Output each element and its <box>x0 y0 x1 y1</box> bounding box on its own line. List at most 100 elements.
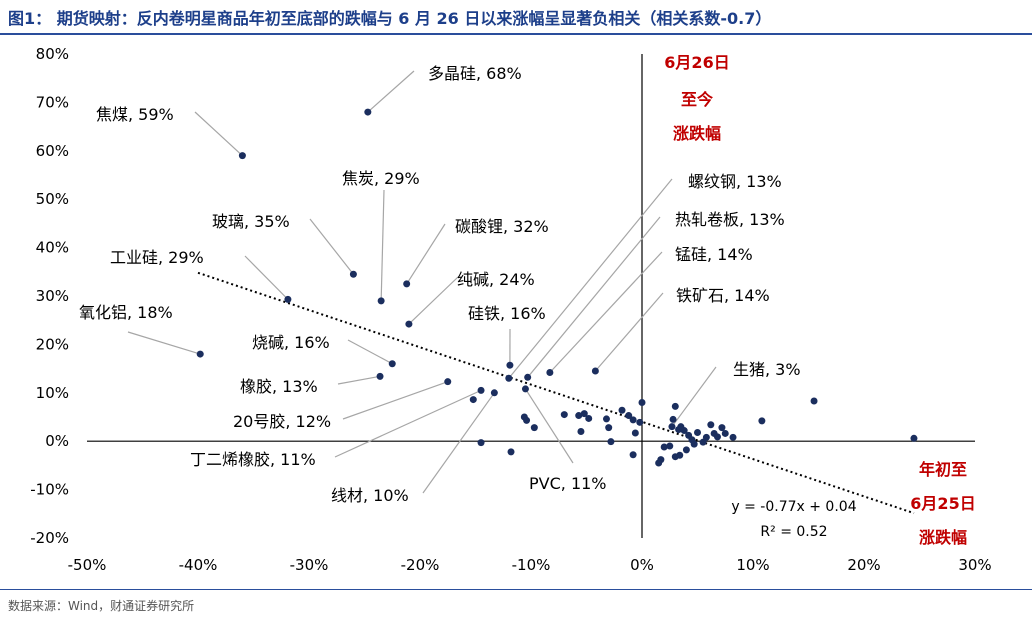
leader-line <box>380 189 385 301</box>
data-label: 纯碱, 24% <box>457 270 535 289</box>
data-point-labeled <box>284 295 292 303</box>
data-labels: 多晶硅, 68% 焦煤, 59% 焦炭, 29% 玻璃, 35% 碳酸锂, 32% 工业硅… <box>79 64 801 505</box>
leader-line <box>508 178 673 379</box>
data-point <box>607 438 615 446</box>
data-point-labeled <box>403 280 411 288</box>
y-tick-labels: -20% -10% 0% 10% 20% 30% 40% 50% 60% 70% 80% <box>30 45 69 547</box>
data-point-labeled <box>376 372 384 380</box>
data-point <box>669 415 677 423</box>
data-point <box>618 406 626 414</box>
data-label: 焦煤, 59% <box>96 105 174 124</box>
data-point <box>729 433 737 441</box>
data-point <box>657 456 665 464</box>
data-point-labeled <box>490 389 498 397</box>
data-point <box>707 421 715 429</box>
data-point <box>690 440 698 448</box>
data-point-labeled <box>521 385 529 393</box>
data-point <box>530 424 538 432</box>
data-point <box>629 416 637 424</box>
data-point <box>636 418 644 426</box>
y-tick-label: 20% <box>36 335 69 353</box>
footer-divider <box>0 589 1032 590</box>
y-tick-label: 50% <box>36 190 69 208</box>
leader-line <box>527 216 661 378</box>
x-tick-label: -10% <box>512 556 551 574</box>
leader-line <box>524 388 574 464</box>
data-label: 生猪, 3% <box>733 360 801 379</box>
x-tick-labels: -50% -40% -30% -20% -10% 0% 10% 20% 30% <box>68 556 992 574</box>
data-label: 线材, 10% <box>331 486 409 505</box>
axes <box>87 54 975 538</box>
data-label: 工业硅, 29% <box>110 248 204 267</box>
data-point <box>477 439 485 447</box>
leader-line <box>347 339 393 365</box>
y-tick-label: -10% <box>30 481 69 499</box>
title-divider <box>0 33 1032 35</box>
data-point <box>631 429 639 437</box>
data-point-labeled <box>238 152 246 160</box>
data-label: 碳酸锂, 32% <box>455 217 549 236</box>
data-point-labeled <box>591 367 599 375</box>
data-label: 焦炭, 29% <box>342 169 420 188</box>
data-point <box>575 412 583 420</box>
data-label: 橡胶, 13% <box>240 377 318 396</box>
leader-line <box>244 255 289 300</box>
data-label: 20号胶, 12% <box>233 412 331 431</box>
y-tick-label: 80% <box>36 45 69 63</box>
data-point-labeled <box>524 373 532 381</box>
x-axis-title-line: 年初至 <box>919 460 967 479</box>
x-axis-title-line: 涨跌幅 <box>919 528 967 547</box>
data-point <box>694 428 701 436</box>
data-point <box>758 417 766 425</box>
leader-line <box>309 218 354 275</box>
data-point <box>629 451 637 459</box>
data-point <box>560 411 568 419</box>
data-label: PVC, 11% <box>529 474 607 493</box>
data-point-labeled <box>477 386 485 394</box>
x-tick-label: 10% <box>736 556 769 574</box>
trendline <box>197 271 915 515</box>
y-axis-title-line: 至今 <box>681 90 713 109</box>
y-tick-label: 40% <box>36 239 69 257</box>
x-tick-label: 30% <box>958 556 991 574</box>
data-point-labeled <box>506 361 514 369</box>
y-tick-label: -20% <box>30 529 69 547</box>
data-points <box>196 108 918 467</box>
data-point-labeled <box>196 350 204 358</box>
data-label: 硅铁, 16% <box>468 304 546 323</box>
leader-line <box>127 331 201 355</box>
data-point <box>718 424 726 432</box>
y-tick-label: 0% <box>45 432 69 450</box>
x-axis-title-line: 6月25日 <box>910 494 975 513</box>
title-bar: 图1： 期货映射：反内卷明星商品年初至底部的跌幅与 6 月 26 日以来涨幅呈显… <box>0 0 1032 35</box>
leader-line <box>422 392 495 494</box>
leader-line <box>408 276 459 325</box>
data-point <box>680 427 688 435</box>
source-note: 数据来源：Wind，财通证券研究所 <box>8 599 195 613</box>
data-label: 铁矿石, 14% <box>676 286 770 305</box>
data-point <box>605 424 613 432</box>
leader-line <box>549 251 663 373</box>
data-point <box>910 434 918 442</box>
data-point <box>660 443 668 451</box>
x-tick-label: 0% <box>630 556 654 574</box>
data-label: 丁二烯橡胶, 11% <box>190 450 316 469</box>
data-point <box>676 451 684 459</box>
data-label: 热轧卷板, 13% <box>675 210 785 229</box>
y-axis-title-line: 涨跌幅 <box>673 124 721 143</box>
data-point-labeled <box>505 374 513 382</box>
data-point-labeled <box>349 270 357 278</box>
leader-lines <box>127 70 717 494</box>
data-point-labeled <box>388 360 396 368</box>
data-point <box>577 428 585 436</box>
data-point <box>666 442 674 450</box>
trendline-equation: y = -0.77x + 0.04 <box>731 499 856 515</box>
leader-line <box>367 70 415 113</box>
data-point <box>507 448 515 456</box>
data-label: 多晶硅, 68% <box>428 64 522 83</box>
data-label: 螺纹钢, 13% <box>688 172 782 191</box>
data-point <box>523 416 531 424</box>
leader-line <box>594 292 664 372</box>
data-point-labeled <box>364 108 372 116</box>
